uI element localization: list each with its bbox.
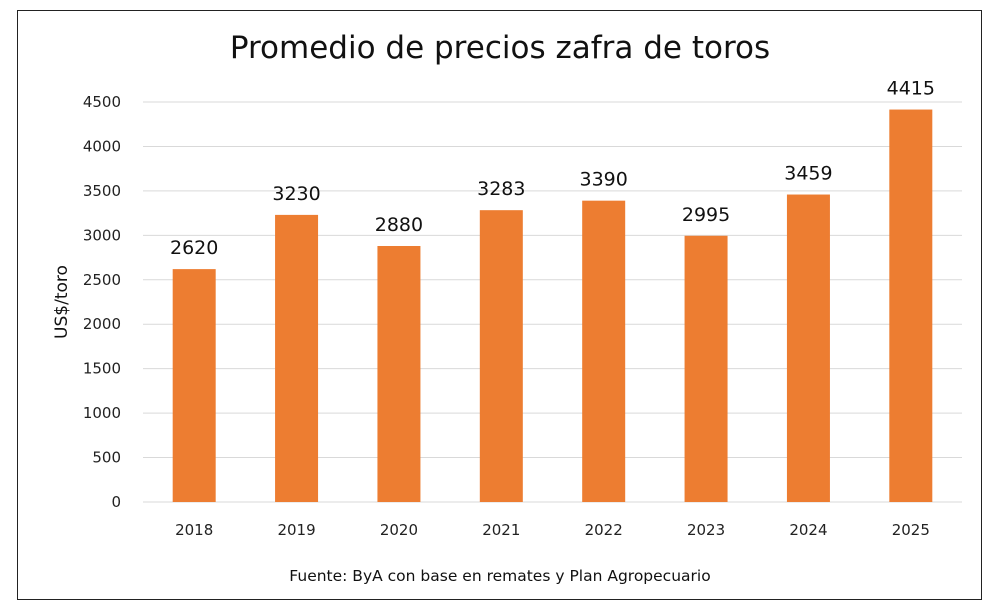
bar-2024 — [786, 194, 830, 503]
y-tick-label: 2000 — [83, 315, 121, 333]
data-label-2021: 3283 — [477, 178, 525, 200]
y-tick-label: 3500 — [83, 182, 121, 200]
y-tick-label: 1500 — [83, 360, 121, 378]
data-label-2018: 2620 — [170, 237, 218, 259]
y-tick-label: 3000 — [83, 226, 121, 244]
gridlines — [143, 101, 962, 503]
x-tick-label-2025: 2025 — [892, 521, 930, 539]
x-tick-label-2019: 2019 — [277, 521, 315, 539]
bar-2021 — [479, 210, 523, 502]
x-tick-label-2020: 2020 — [380, 521, 418, 539]
y-tick-label: 4500 — [83, 93, 121, 111]
bar-2020 — [377, 246, 421, 502]
bar-2023 — [684, 235, 728, 502]
chart-title: Promedio de precios zafra de toros — [229, 30, 771, 66]
x-tick-label-2018: 2018 — [175, 521, 213, 539]
x-tick-label-2022: 2022 — [585, 521, 623, 539]
data-label-2022: 3390 — [580, 169, 628, 191]
bar-2018 — [172, 269, 216, 502]
data-label-2024: 3459 — [784, 163, 832, 185]
x-tick-label-2024: 2024 — [789, 521, 827, 539]
bar-2019 — [275, 214, 319, 502]
source-note: Fuente: ByA con base en remates y Plan A… — [289, 567, 711, 585]
data-label-2023: 2995 — [682, 204, 730, 226]
x-axis-ticks: 2018 2019 2020 2021 2022 2023 2024 2025 — [175, 521, 930, 539]
bar-2025 — [889, 109, 933, 503]
bar-2022 — [582, 200, 626, 502]
data-label-2020: 2880 — [375, 214, 423, 236]
x-tick-label-2023: 2023 — [687, 521, 725, 539]
y-tick-label: 500 — [92, 449, 121, 467]
data-label-2025: 4415 — [887, 78, 935, 100]
data-label-2019: 3230 — [272, 183, 320, 205]
bars — [172, 109, 933, 503]
data-labels: 2620 3230 2880 3283 3390 2995 3459 4415 — [170, 78, 935, 260]
y-tick-label: 4000 — [83, 137, 121, 155]
y-tick-label: 0 — [111, 493, 121, 511]
x-tick-label-2021: 2021 — [482, 521, 520, 539]
y-axis-label: US$/toro — [52, 265, 72, 339]
y-axis-ticks: 0 500 1000 1500 2000 2500 3000 3500 4000 4500 — [83, 93, 121, 511]
y-tick-label: 1000 — [83, 404, 121, 422]
y-tick-label: 2500 — [83, 271, 121, 289]
